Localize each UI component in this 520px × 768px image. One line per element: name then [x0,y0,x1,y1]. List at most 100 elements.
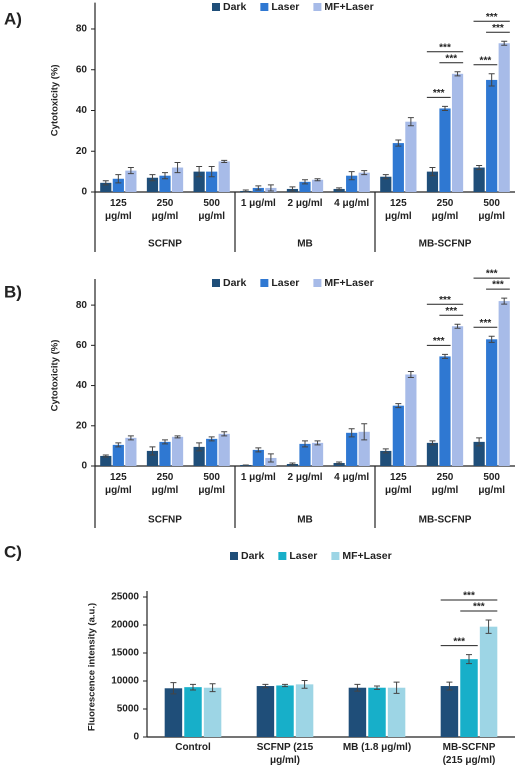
legend-swatch [278,552,287,560]
significance-label: *** [433,336,445,347]
bar [451,73,464,192]
y-tick-label: 80 [76,24,88,35]
bar [405,121,417,192]
bar [333,188,345,192]
x-tick-label: 4 μg/ml [334,472,370,483]
bar [311,179,324,192]
bar [146,177,159,192]
y-tick-label: 0 [81,461,87,472]
y-tick-label: 20000 [111,620,139,631]
bar [112,444,124,466]
bar [498,43,510,193]
error-bar [442,105,448,111]
group-label: SCFNP [148,239,182,250]
panel-label: C) [4,542,22,561]
legend-swatch [331,552,340,560]
y-axis-label: Cytotoxicity (%) [50,64,61,136]
bar [159,441,171,466]
error-bar [289,186,296,192]
error-bar [302,179,308,185]
error-bar [208,166,215,178]
error-bar [196,166,203,178]
y-tick-label: 40 [76,105,88,116]
bar [171,167,184,192]
error-bar [361,170,368,176]
significance-label: *** [453,636,465,647]
bar [473,167,485,192]
error-bar [267,453,274,463]
legend-swatch [260,279,269,287]
bar [240,464,252,466]
error-bar [190,683,196,691]
x-tick-label: 2 μg/ml [287,198,323,209]
bar [380,450,392,466]
legend-label: MF+Laser [342,550,391,562]
error-bar [314,178,321,182]
bar [146,450,159,466]
x-tick-label: 4 μg/ml [334,198,370,209]
bar [346,175,358,192]
bar [125,170,137,192]
bar [100,455,112,466]
bar [451,326,464,466]
bar [159,175,171,192]
y-axis-label: Fluorescence intensity (a.u.) [87,603,98,731]
y-axis-label: Cytotoxicity (%) [50,340,61,412]
x-tick-label: 125 μg/ml [384,472,412,496]
error-bar [466,654,472,665]
bar [380,176,392,192]
group-label: MB [297,515,313,526]
error-bar [374,685,380,690]
y-tick-label: 10000 [111,676,139,687]
x-tick-label: 1 μg/ml [240,198,276,209]
error-bar [255,447,262,453]
error-bar [429,440,436,446]
error-bar [382,448,389,454]
bar [100,182,112,192]
error-bar [242,189,249,193]
error-bar [127,435,134,441]
error-bar [407,370,414,379]
bar [348,687,367,737]
y-tick-label: 60 [76,64,88,75]
x-tick-label: 500 μg/ml [478,198,505,222]
bar [299,443,311,466]
bar [299,181,311,192]
error-bar [255,185,262,191]
legend-label: Dark [241,550,265,562]
bar [426,442,439,466]
error-bar [361,423,368,441]
bar [405,374,417,466]
bar [473,441,485,466]
x-tick-label: 500 μg/ml [198,198,225,222]
bar [276,685,294,737]
bar [193,446,205,466]
bar [333,462,345,466]
legend-swatch [313,3,322,11]
y-tick-label: 20 [76,420,88,431]
x-tick-label: 250 μg/ml [151,198,179,222]
group-label: MB-SCFNP [419,239,472,250]
bar [368,687,386,737]
error-bar [454,71,461,77]
x-tick-label: 500 μg/ml [198,472,225,496]
legend-label: Laser [289,550,317,562]
significance-label: *** [486,12,498,23]
error-bar [446,681,453,691]
significance-label: *** [439,42,451,53]
bar [112,178,124,192]
error-bar [382,174,389,180]
error-bar [302,440,308,448]
significance-label: *** [439,295,451,306]
error-bar [262,683,269,689]
y-tick-label: 15000 [111,648,139,659]
legend-swatch [212,279,220,287]
x-tick-label: 125 μg/ml [104,198,132,222]
error-bar [102,454,109,458]
error-bar [174,161,181,174]
error-bar [485,619,492,634]
error-bar [488,73,495,87]
significance-label: *** [445,53,457,64]
error-bar [170,682,177,695]
bar [193,171,205,192]
